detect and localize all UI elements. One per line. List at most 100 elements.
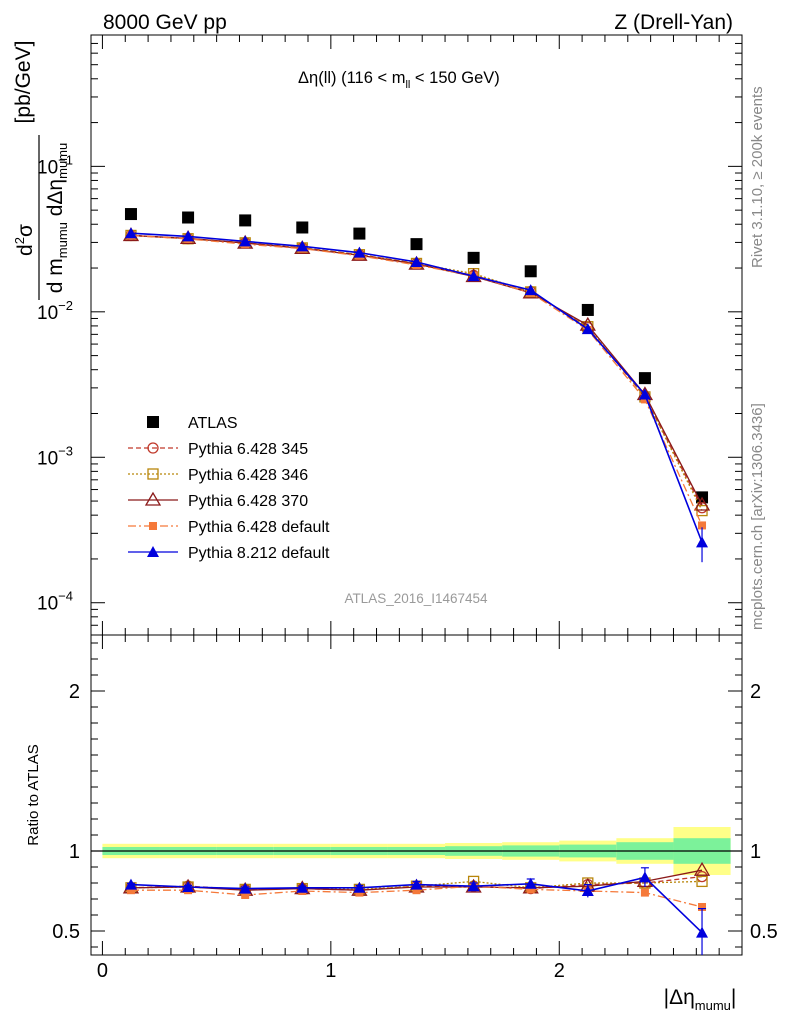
marker-square-small	[640, 888, 649, 897]
legend-entry-atlas: ATLAS	[147, 415, 238, 432]
marker-triangle	[353, 246, 366, 258]
marker-square	[467, 251, 480, 264]
ratio-y-tick-label: 1	[69, 841, 80, 863]
ratio-series	[122, 861, 711, 955]
marker-triangle	[124, 227, 137, 239]
ratio-x-ticks: 0 1 2	[97, 635, 720, 982]
x-tick-label: 1	[325, 960, 336, 982]
ratio-y-tick-label-right: 2	[750, 681, 761, 703]
series-line-p6def	[130, 234, 703, 526]
ylabel-denominator: d mmumu dΔηmumu	[44, 143, 70, 294]
ratio-y-tick-label-right: 0.5	[750, 921, 778, 943]
marker-triangle	[182, 230, 195, 242]
marker-triangle	[581, 323, 594, 335]
header-right: Z (Drell-Yan)	[614, 11, 733, 34]
marker-circle-open	[147, 442, 159, 454]
marker-square-small	[698, 903, 707, 911]
main-series	[122, 208, 711, 563]
marker-triangle	[124, 878, 137, 890]
mcplots-label: mcplots.cern.ch [arXiv:1306.3436]	[749, 403, 766, 630]
marker-triangle	[182, 881, 195, 892]
marker-triangle	[410, 256, 423, 268]
x-axis-label: |Δηmumu|	[664, 986, 737, 1013]
legend-entry-p370: Pythia 6.428 370	[128, 491, 308, 510]
marker-square	[410, 238, 423, 251]
marker-triangle-open	[693, 861, 711, 876]
y-tick-label: 10−3	[37, 443, 73, 469]
legend-entry-p345: Pythia 6.428 345	[128, 441, 308, 458]
marker-square-small	[149, 522, 157, 530]
series-p8def	[124, 227, 709, 563]
marker-triangle	[296, 881, 309, 893]
marker-square-small	[412, 886, 421, 895]
y-tick-label: 10−4	[37, 589, 73, 615]
ratio-panel: 0.5 0.5 1 1 2 2 0 1 2 Ratio to ATLAS |Δηmumu|	[25, 634, 778, 1013]
legend: ATLAS Pythia 6.428 345 Pythia 6.428 346 Pyt…	[128, 415, 330, 562]
main-panel: 10−1 10−2 10−3 10−4 Δη(ll) (116 < mll < 150…	[12, 34, 743, 636]
ratio-y-axis-label: Ratio to ATLAS	[25, 744, 42, 845]
marker-triangle	[467, 270, 480, 282]
legend-label: ATLAS	[188, 415, 238, 432]
legend-label: Pythia 6.428 370	[188, 493, 308, 510]
marker-square	[239, 214, 252, 227]
ratio-y-tick-label: 0.5	[52, 921, 80, 943]
marker-triangle	[296, 240, 309, 252]
ylabel-unit: [pb/GeV]	[12, 41, 35, 124]
marker-square	[182, 211, 195, 224]
legend-label: Pythia 6.428 346	[188, 467, 308, 484]
marker-square	[638, 372, 651, 385]
marker-square-small	[241, 891, 250, 899]
ratio-line-p6def	[130, 885, 703, 908]
legend-entry-p346: Pythia 6.428 346	[128, 467, 308, 484]
rivet-label: Rivet 3.1.10, ≥ 200k events	[749, 86, 766, 268]
series-p6def	[126, 231, 707, 530]
marker-triangle	[239, 235, 252, 247]
marker-square	[581, 303, 594, 316]
marker-triangle	[410, 878, 423, 890]
series-line-p370	[130, 234, 703, 506]
main-y-ticks: 10−1 10−2 10−3 10−4	[37, 34, 742, 636]
marker-triangle	[524, 284, 537, 296]
marker-triangle	[638, 871, 651, 883]
marker-square-open	[147, 468, 159, 480]
marker-square	[524, 265, 537, 278]
marker-triangle	[524, 877, 537, 889]
marker-triangle-open	[693, 496, 711, 511]
marker-triangle	[353, 881, 366, 893]
ratio-y-tick-label: 2	[69, 681, 80, 703]
ratio-y-ticks: 0.5 0.5 1 1 2 2	[52, 642, 778, 948]
marker-square	[353, 227, 366, 240]
marker-triangle	[239, 882, 252, 894]
marker-triangle	[147, 546, 159, 557]
marker-triangle	[638, 388, 651, 400]
ratio-y-tick-label-right: 1	[750, 841, 761, 863]
legend-label: Pythia 6.428 default	[188, 519, 330, 536]
header-left: 8000 GeV pp	[103, 11, 227, 34]
marker-square-small	[526, 885, 535, 894]
analysis-id: ATLAS_2016_I1467454	[344, 591, 488, 606]
x-tick-label: 0	[97, 960, 108, 982]
legend-entry-p8def: Pythia 8.212 default	[128, 545, 330, 562]
main-y-axis-label: d2σ d mmumu dΔηmumu [pb/GeV]	[12, 41, 70, 300]
marker-triangle	[467, 880, 480, 892]
x-tick-label: 2	[554, 960, 565, 982]
marker-square	[147, 416, 159, 428]
marker-triangle	[696, 926, 709, 938]
legend-entry-p6def: Pythia 6.428 default	[128, 519, 330, 536]
ratio-series-p8def	[124, 867, 709, 955]
marker-triangle	[696, 536, 709, 548]
legend-label: Pythia 6.428 345	[188, 441, 308, 458]
marker-triangle-open	[144, 491, 162, 506]
legend-label: Pythia 8.212 default	[188, 545, 330, 562]
marker-triangle	[581, 885, 594, 896]
marker-square	[296, 221, 309, 234]
marker-square-small	[126, 886, 135, 895]
plot-title: Δη(ll) (116 < mll < 150 GeV)	[298, 69, 500, 91]
marker-square-open	[696, 875, 708, 888]
marker-square-small	[698, 521, 707, 530]
marker-square	[124, 208, 137, 221]
y-tick-label: 10−2	[37, 298, 73, 324]
main-x-ticks	[101, 35, 720, 635]
series-atlas	[124, 208, 709, 504]
